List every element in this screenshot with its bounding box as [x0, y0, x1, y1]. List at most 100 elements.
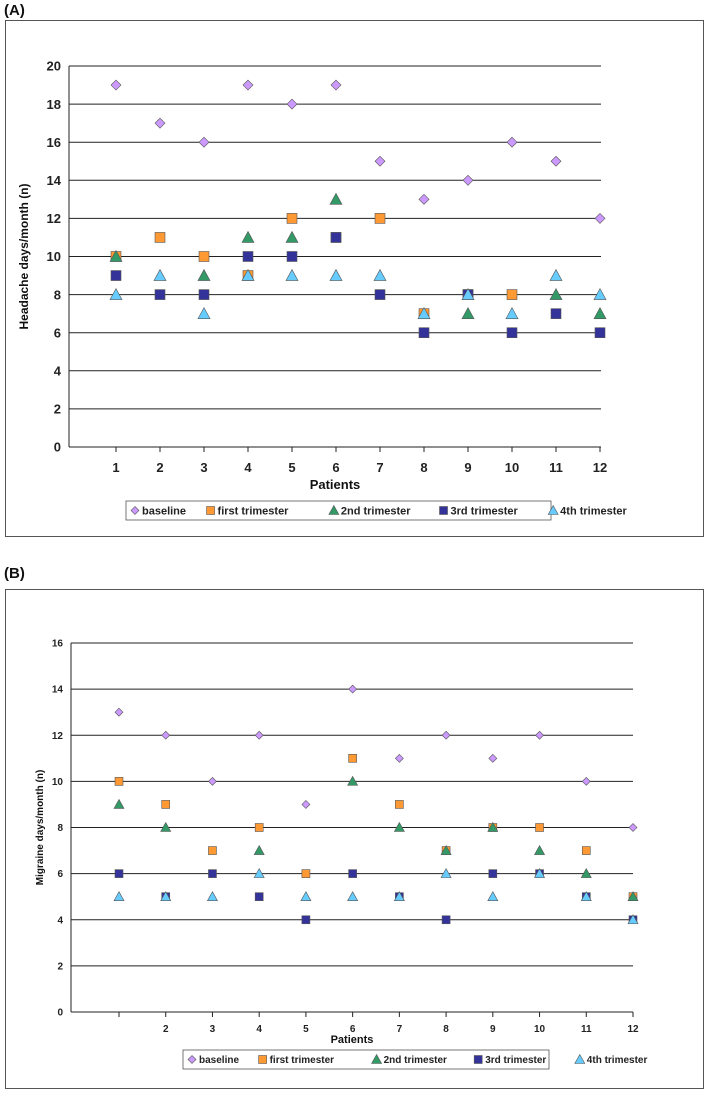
chart-b-legend-label-first-trimester: first trimester	[270, 1055, 335, 1066]
chart-a-point-2nd-trimester	[461, 307, 475, 319]
chart-b-point-4th-trimester	[113, 891, 125, 901]
chart-b-x-tick-label: 5	[303, 1024, 309, 1035]
chart-a-point-3rd-trimester	[198, 289, 210, 300]
chart-b-legend-marker-2nd-trimester	[371, 1053, 383, 1064]
chart-b-point-first-trimester	[254, 823, 264, 832]
chart-b-point-2nd-trimester	[580, 868, 592, 878]
chart-b-point-baseline	[348, 684, 358, 694]
chart-a-point-baseline	[198, 136, 210, 148]
chart-b-point-2nd-trimester	[160, 821, 172, 832]
chart-a-x-tick-label: 8	[420, 460, 427, 475]
chart-b-point-baseline	[488, 753, 498, 763]
chart-b-y-tick-label: 16	[52, 639, 64, 650]
chart-a-point-baseline	[154, 117, 166, 129]
chart-a-point-4th-trimester	[285, 268, 299, 281]
chart-a-point-3rd-trimester	[110, 270, 122, 281]
chart-a-point-3rd-trimester	[550, 308, 562, 319]
chart-b-point-first-trimester	[395, 800, 404, 809]
chart-b-x-tick-label: 4	[256, 1024, 262, 1035]
chart-b-point-4th-trimester	[534, 868, 546, 878]
chart-b-x-tick-label: 3	[210, 1024, 216, 1035]
chart-b-y-axis-title: Migraine days/month (n)	[35, 770, 46, 886]
chart-b-point-3rd-trimester	[254, 892, 264, 901]
chart-b-point-2nd-trimester	[393, 821, 405, 832]
chart-a-point-2nd-trimester	[197, 268, 211, 281]
chart-a-y-tick-label: 12	[47, 211, 61, 226]
chart-b-legend-marker-3rd-trimester	[473, 1055, 483, 1064]
chart-a-legend-marker-2nd-trimester	[328, 504, 340, 515]
chart-b-point-baseline	[301, 800, 311, 809]
chart-a-point-4th-trimester	[593, 287, 607, 300]
chart-b-x-tick-label: 6	[350, 1024, 356, 1035]
chart-a-y-tick-label: 4	[54, 363, 62, 378]
chart-a-x-tick-label: 9	[464, 460, 471, 475]
chart-b-point-baseline	[628, 823, 638, 832]
chart-b-point-4th-trimester	[487, 891, 499, 901]
chart-a-point-2nd-trimester	[593, 307, 607, 319]
chart-b-point-2nd-trimester	[253, 844, 265, 855]
chart-b-y-tick-label: 10	[52, 777, 64, 788]
chart-a-point-2nd-trimester	[329, 192, 343, 205]
chart-b-point-3rd-trimester	[348, 869, 357, 878]
chart-a-legend-marker-3rd-trimester	[439, 506, 448, 515]
chart-b-point-4th-trimester	[347, 891, 359, 901]
chart-a-point-3rd-trimester	[242, 251, 254, 262]
chart-b-point-baseline	[254, 730, 264, 740]
chart-b-point-4th-trimester	[580, 891, 592, 901]
chart-a-point-4th-trimester	[241, 268, 255, 281]
chart-a-point-3rd-trimester	[330, 232, 342, 243]
chart-b-point-baseline	[208, 776, 217, 786]
chart-a-point-4th-trimester	[197, 307, 211, 319]
chart-b-point-first-trimester	[348, 754, 357, 763]
chart-a-point-2nd-trimester	[241, 230, 255, 243]
chart-a-x-tick-label: 2	[156, 460, 163, 475]
chart-b-point-first-trimester	[581, 846, 591, 855]
chart-b-x-tick-label: 7	[397, 1024, 403, 1035]
chart-a-y-tick-label: 2	[54, 402, 61, 417]
chart-a-x-tick-label: 10	[505, 460, 519, 475]
chart-a-y-tick-label: 8	[54, 287, 61, 302]
chart-a-x-tick-label: 12	[593, 460, 607, 475]
chart-b-point-2nd-trimester	[627, 891, 639, 901]
chart-a-point-2nd-trimester	[109, 249, 123, 262]
chart-b-y-tick-label: 6	[57, 869, 63, 880]
chart-a-y-tick-label: 0	[54, 440, 61, 455]
chart-a-point-baseline	[110, 79, 122, 91]
chart-a-point-4th-trimester	[329, 268, 343, 281]
chart-b-point-3rd-trimester	[301, 915, 311, 925]
chart-b-legend-label-2nd-trimester: 2nd trimester	[384, 1055, 447, 1066]
chart-a-point-baseline	[242, 79, 254, 91]
chart-a-y-tick-label: 6	[54, 325, 61, 340]
chart-a-point-3rd-trimester	[154, 289, 166, 300]
chart-a-point-baseline	[330, 79, 342, 91]
chart-b-x-tick-label: 8	[443, 1024, 449, 1035]
chart-b-y-tick-label: 0	[57, 1008, 63, 1019]
chart-b-point-2nd-trimester	[113, 798, 125, 809]
chart-b-point-3rd-trimester	[441, 915, 451, 925]
chart-a-legend-marker-baseline	[130, 506, 140, 515]
chart-b-point-4th-trimester	[440, 868, 452, 878]
chart-a-legend-label-4th-trimester: 4th trimester	[560, 505, 627, 517]
chart-a-frame	[5, 20, 704, 537]
chart-b-point-first-trimester	[161, 800, 171, 809]
chart-a-point-4th-trimester	[373, 268, 387, 281]
chart-a-legend-label-baseline: baseline	[142, 505, 186, 517]
chart-a-y-tick-label: 16	[47, 135, 61, 150]
chart-b-point-2nd-trimester	[487, 821, 499, 832]
chart-b-x-tick-label: 2	[163, 1024, 169, 1035]
chart-b-y-tick-label: 2	[57, 961, 63, 972]
chart-a-legend-label-2nd-trimester: 2nd trimester	[341, 505, 411, 517]
chart-a-x-tick-label: 4	[244, 460, 252, 475]
chart-a-x-tick-label: 11	[549, 460, 563, 475]
chart-b-point-baseline	[114, 707, 124, 717]
chart-a-point-4th-trimester	[153, 268, 167, 281]
chart-b-point-2nd-trimester	[347, 775, 359, 786]
chart-b-point-baseline	[535, 730, 544, 740]
chart-b-point-3rd-trimester	[208, 869, 217, 878]
chart-a-x-tick-label: 6	[332, 460, 339, 475]
chart-a-point-baseline	[286, 98, 298, 110]
chart-a-x-tick-label: 7	[376, 460, 383, 475]
chart-a-point-4th-trimester	[417, 307, 431, 319]
chart-a-point-first-trimester	[286, 213, 298, 224]
chart-a-point-3rd-trimester	[506, 327, 518, 339]
